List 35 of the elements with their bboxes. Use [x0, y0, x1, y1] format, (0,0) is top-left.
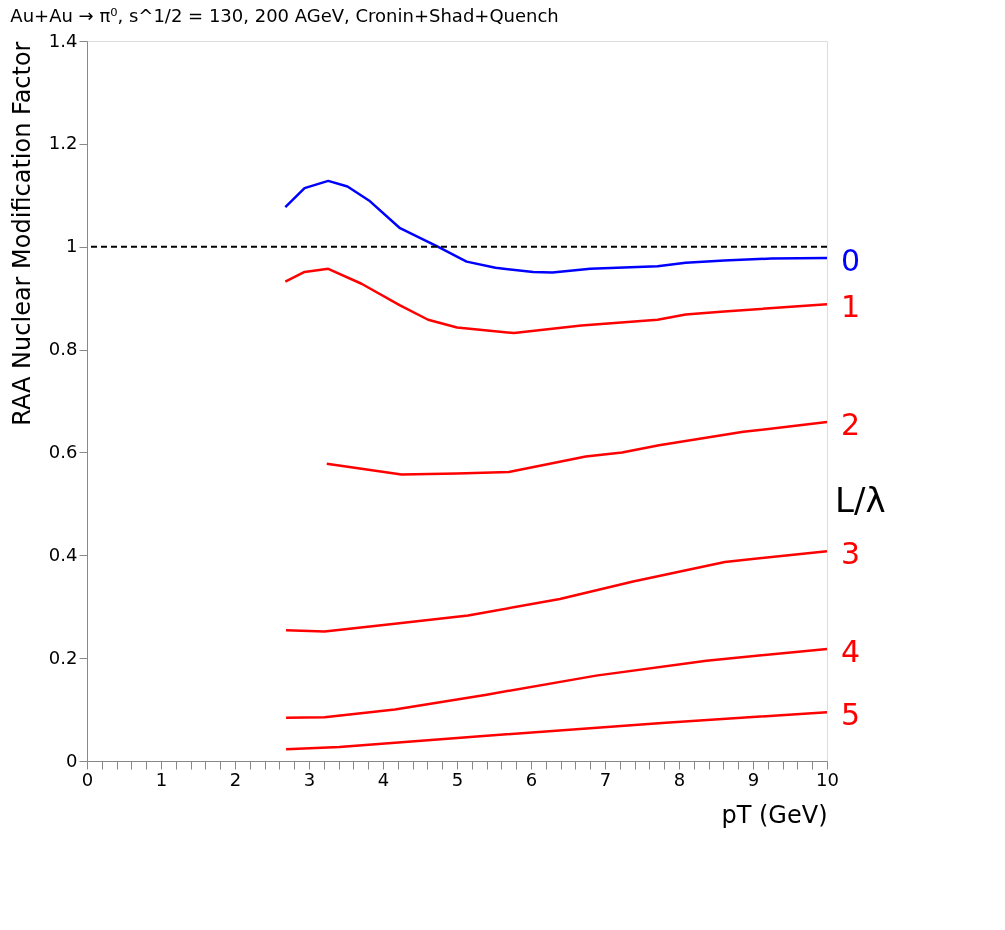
- line-series: [284, 179, 829, 274]
- y-tick-label: 0.8: [48, 338, 78, 360]
- x-tick-label: 6: [525, 768, 538, 790]
- x-axis-title: pT (GeV): [721, 800, 828, 829]
- x-tick-label: 8: [673, 768, 686, 790]
- series-label: 3: [841, 536, 861, 572]
- line-series: [284, 267, 829, 335]
- series-label: 4: [841, 633, 861, 669]
- series-label: 0: [841, 243, 861, 279]
- line-series: [284, 710, 829, 751]
- y-tick-label: 1.2: [48, 132, 78, 154]
- text: L/λ: [835, 479, 886, 520]
- y-tick-label: 1.4: [48, 29, 78, 51]
- y-tick-label: 0.4: [48, 543, 78, 565]
- y-tick-label: 0.6: [48, 440, 78, 462]
- series-label: 5: [841, 697, 861, 733]
- line-series: [325, 420, 829, 476]
- series-label: 2: [841, 407, 861, 443]
- y-tick-label: 0: [66, 749, 78, 771]
- x-tick-label: 2: [229, 768, 242, 790]
- x-tick-label: 10: [816, 768, 839, 790]
- y-tick-label: 1: [66, 235, 78, 257]
- x-tick-label: 9: [747, 768, 760, 790]
- series-label: 1: [841, 289, 861, 325]
- x-tick-label: 5: [451, 768, 464, 790]
- x-tick-label: 1: [155, 768, 168, 790]
- x-tick-label: 4: [377, 768, 390, 790]
- y-axis-title: RAA Nuclear Modification Factor: [7, 41, 36, 426]
- line-series: [284, 549, 829, 633]
- y-tick-label: 0.2: [48, 646, 78, 668]
- x-tick-label: 0: [81, 768, 94, 790]
- x-tick-label: 3: [303, 768, 316, 790]
- line-series: [284, 647, 829, 720]
- chart-title: Au+Au → π⁰, s^1/2 = 130, 200 AGeV, Cronin+Shad+Quench: [10, 5, 559, 26]
- x-tick-label: 7: [599, 768, 612, 790]
